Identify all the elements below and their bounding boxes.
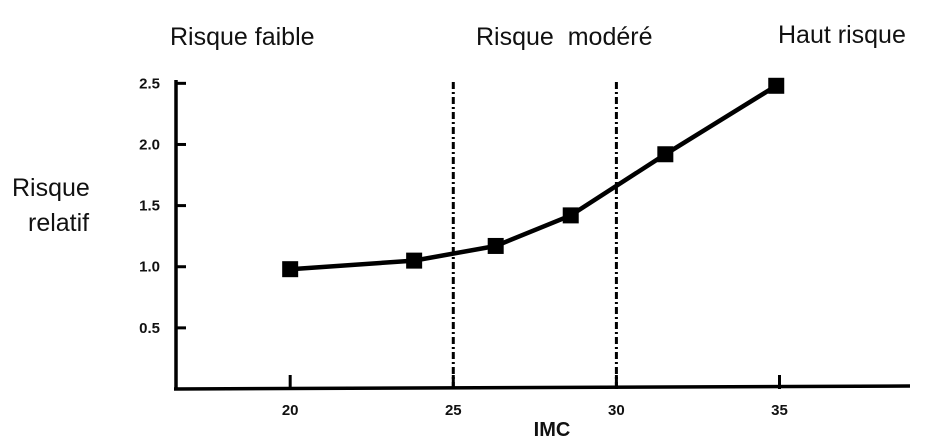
data-point — [282, 261, 299, 278]
zone-label-moderate: Risque modéré — [476, 23, 652, 51]
x-tick-label: 30 — [608, 402, 625, 419]
data-point — [406, 252, 423, 269]
zone-label-high: Haut risque — [778, 21, 906, 49]
y-ticks: 0.5 1.0 1.5 2.0 2.5 — [139, 75, 186, 337]
y-tick-label: 2.0 — [139, 136, 160, 153]
y-tick-label: 1.0 — [139, 259, 160, 276]
data-point — [657, 146, 674, 163]
data-point — [487, 237, 504, 254]
y-tick-label: 2.5 — [139, 75, 160, 92]
data-point — [768, 77, 785, 94]
y-tick-label: 1.5 — [139, 198, 160, 215]
x-tick-label: 20 — [282, 402, 299, 419]
x-tick-label: 35 — [771, 402, 788, 419]
x-axis-label: IMC — [534, 419, 571, 441]
threshold-lines — [451, 82, 618, 389]
series — [282, 77, 785, 278]
zone-label-low: Risque faible — [170, 23, 315, 51]
y-axis-label-line1: Risque — [12, 174, 90, 202]
x-tick-label: 25 — [445, 402, 462, 419]
data-point — [562, 207, 579, 224]
y-tick-label: 0.5 — [139, 320, 160, 337]
series-line — [290, 83, 778, 272]
y-axis-label-line2: relatif — [28, 209, 89, 237]
x-ticks: 20 25 30 35 — [282, 375, 788, 419]
x-axis-line — [173, 384, 911, 391]
